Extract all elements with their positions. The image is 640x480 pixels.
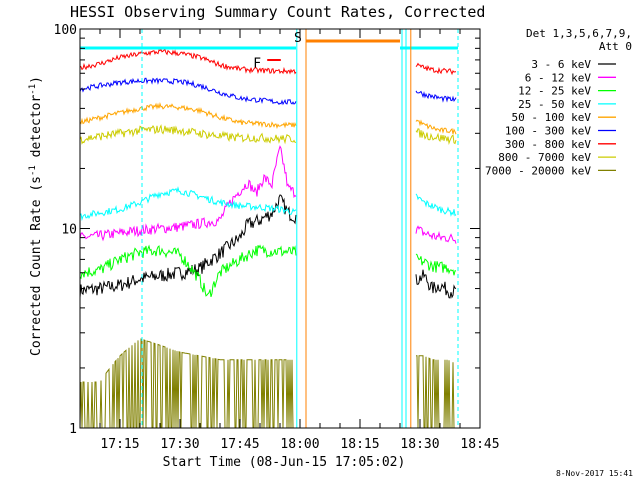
legend-label-8: 800 - 7000 keV <box>498 151 591 164</box>
series-line-3-seg-1 <box>79 244 297 298</box>
x-tick-label-6: 18:30 <box>400 437 439 452</box>
chart-title: HESSI Observing Summary Count Rates, Cor… <box>70 3 485 21</box>
annotation-s: S <box>294 31 302 46</box>
annotation-f: F <box>253 57 261 72</box>
plot-frame <box>79 28 481 429</box>
series-line-8-seg-2 <box>415 128 457 145</box>
y-tick-label-3: 100 <box>54 23 77 38</box>
series-line-6-seg-2 <box>415 90 457 103</box>
x-tick-label-5: 18:15 <box>340 437 379 452</box>
series-line-5-seg-2 <box>415 119 457 135</box>
y-tick-label-1: 1 <box>69 422 77 437</box>
plot-area: S F 17:15 17:30 17:45 18:00 18:15 18:30 18:45 1 10… <box>54 23 500 452</box>
series-line-2-seg-1 <box>79 145 297 242</box>
legend-label-4: 25 - 50 keV <box>518 98 591 111</box>
series-line-3-seg-2 <box>415 253 457 276</box>
series-line-4-seg-2 <box>415 193 457 217</box>
legend-label-5: 50 - 100 keV <box>512 111 592 124</box>
legend-label-3: 12 - 25 keV <box>518 85 591 98</box>
x-tick-label-3: 17:45 <box>220 437 259 452</box>
legend-label-6: 100 - 300 keV <box>505 125 591 138</box>
series-line-1-seg-2 <box>415 269 457 299</box>
series-line-4-seg-1 <box>79 186 297 222</box>
x-tick-label-4: 18:00 <box>280 437 319 452</box>
footer-date: 8-Nov-2017 15:41 <box>556 469 633 478</box>
series-line-7-seg-2 <box>415 62 456 76</box>
series-line-1-seg-1 <box>79 194 297 298</box>
series-line-8-seg-1 <box>79 124 297 145</box>
series-line-9-seg-1 <box>79 338 296 429</box>
y-tick-label-2: 10 <box>61 223 77 238</box>
series-line-5-seg-1 <box>79 101 297 129</box>
legend-header-line1: Det 1,3,5,6,7,9, <box>526 27 632 40</box>
legend-label-1: 3 - 6 keV <box>531 58 591 71</box>
x-tick-label-7: 18:45 <box>460 437 499 452</box>
x-tick-label-1: 17:15 <box>100 437 139 452</box>
legend-label-2: 6 - 12 keV <box>525 71 592 84</box>
legend-header-line2: Att 0 <box>599 40 632 53</box>
series-line-6-seg-1 <box>79 77 297 106</box>
y-axis-label: Corrected Count Rate (s-1 detector-1) <box>28 76 44 356</box>
legend-label-9: 7000 - 20000 keV <box>485 164 591 177</box>
x-tick-label-2: 17:30 <box>160 437 199 452</box>
legend-label-7: 300 - 800 keV <box>505 138 591 151</box>
series-line-9-seg-2 <box>416 355 456 429</box>
x-axis-label: Start Time (08-Jun-15 17:05:02) <box>163 455 406 470</box>
series-line-2-seg-2 <box>415 225 457 244</box>
series-line-7-seg-1 <box>79 48 297 75</box>
